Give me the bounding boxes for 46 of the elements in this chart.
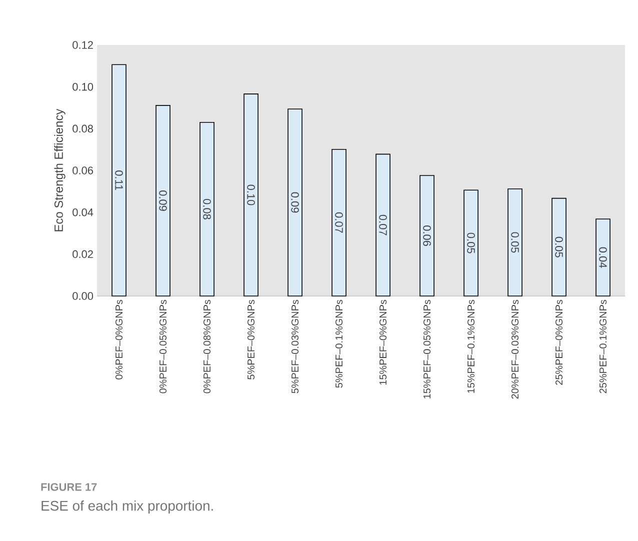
data-label: 0.05	[511, 232, 519, 253]
y-axis-title: Eco Strength Efficiency	[54, 108, 66, 232]
data-label: 0.07	[335, 212, 343, 233]
text: ESE of each mix proportion.	[42, 500, 213, 514]
x-tick-label: 0%PEF–0%GNPs	[115, 300, 123, 380]
x-tick-label: 0%PEF–0.05%GNPs	[159, 300, 167, 394]
bar	[552, 198, 566, 296]
data-label: 0.09	[291, 192, 299, 213]
bar	[200, 122, 214, 296]
bar	[288, 108, 302, 296]
data-label: 0.08	[203, 198, 211, 220]
y-tick-label: 0.00	[72, 292, 94, 300]
data-label: 0.05	[555, 236, 563, 258]
bar	[464, 190, 478, 296]
data-label: 0.06	[423, 226, 431, 246]
data-label: 0.10	[247, 184, 255, 206]
bar	[156, 105, 170, 296]
bar	[244, 94, 258, 296]
bar	[112, 64, 126, 296]
x-tick-label: 20%PEF–0.03%GNPs	[511, 300, 519, 399]
x-tick-label: 25%PEF–0%GNPs	[555, 300, 563, 385]
data-label: 0.04	[599, 247, 607, 268]
data-label: 0.07	[379, 214, 387, 236]
data-label: 0.09	[159, 190, 167, 211]
x-tick-label: 25%PEF–0.1%GNPs	[599, 300, 607, 394]
x-tick-label: 5%PEF–0%GNPs	[247, 300, 255, 380]
y-tick-label: 0.04	[72, 208, 94, 216]
y-tick-label: 0.08	[72, 124, 93, 133]
data-label: 0.05	[467, 232, 475, 254]
x-tick-label: 15%PEF–0.05%GNPs	[423, 300, 431, 398]
bar	[332, 148, 346, 296]
data-label: 0.11	[115, 170, 123, 190]
text: FIGURE 17	[41, 483, 97, 491]
y-tick-label: 0.10	[72, 82, 94, 91]
bar	[596, 218, 610, 296]
x-tick-label: 5%PEF–0.1%GNPs	[335, 300, 343, 388]
bar	[420, 175, 434, 296]
x-tick-label: 0%PEF–0.08%GNPs	[203, 300, 211, 394]
bar	[376, 154, 390, 296]
x-tick-label: 15%PEF–0%GNPs	[379, 300, 387, 385]
y-tick-label: 0.06	[72, 166, 93, 174]
y-tick-label: 0.12	[72, 41, 93, 49]
x-tick-label: 5%PEF–0.03%GNPs	[291, 300, 299, 394]
bar	[508, 188, 522, 296]
x-tick-label: 15%PEF–0.1%GNPs	[467, 300, 475, 393]
y-tick-label: 0.02	[72, 250, 93, 258]
